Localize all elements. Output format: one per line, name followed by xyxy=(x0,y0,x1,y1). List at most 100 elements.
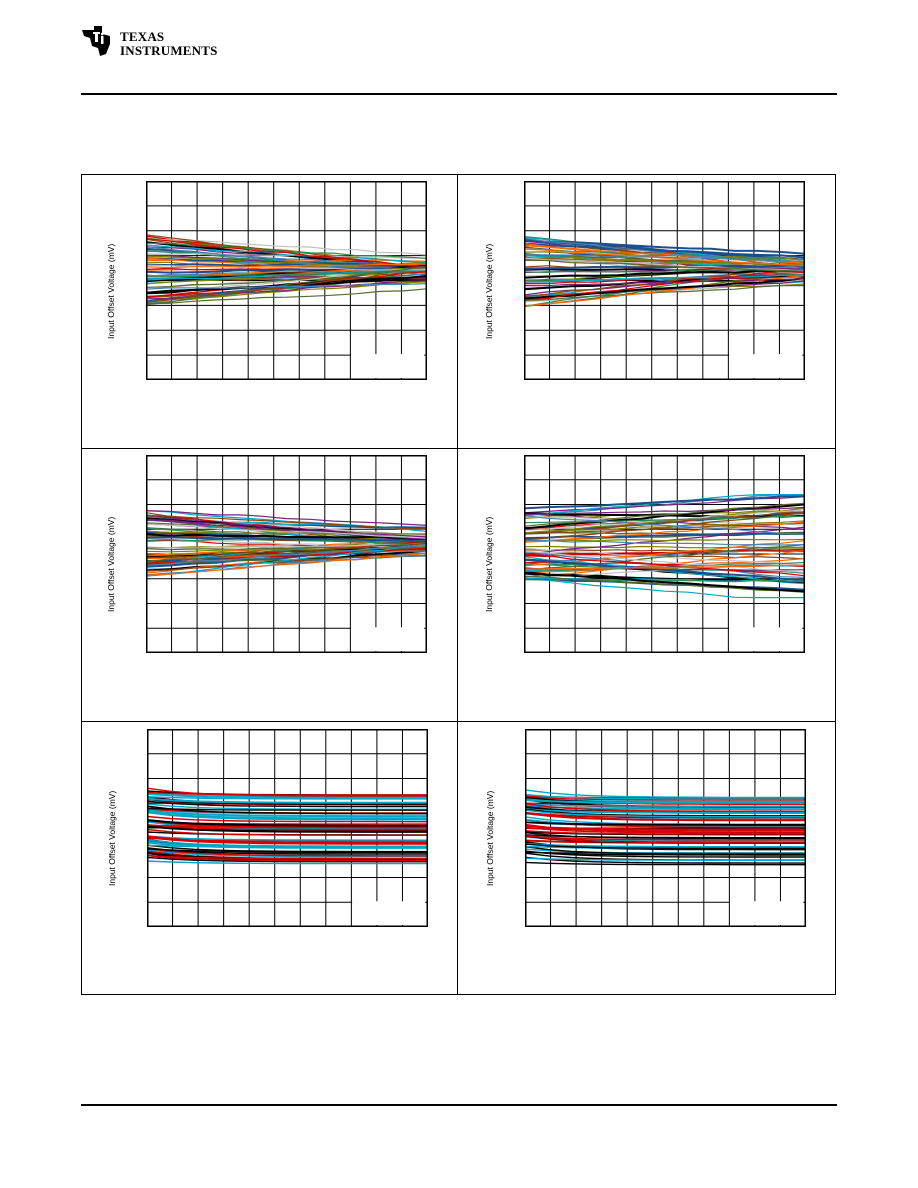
chart-3-plot xyxy=(145,455,428,653)
chart-4-series xyxy=(523,494,806,599)
chart-5-plot xyxy=(146,729,429,927)
ti-logo: Texas Instruments xyxy=(80,24,230,62)
chart-1-series-line xyxy=(145,255,428,271)
chart-5-series-line xyxy=(146,811,428,820)
chart-5-series-line xyxy=(146,805,428,815)
chart-5-series-line xyxy=(146,809,428,818)
chart-5-series-line xyxy=(146,787,428,797)
chart-5-ylabel: Input Offset Voltage (mV) xyxy=(107,790,117,886)
chart-3-ylabel: Input Offset Voltage (mV) xyxy=(106,516,116,612)
chart-5-series-line xyxy=(146,793,428,799)
chart-6-series-line xyxy=(524,825,806,830)
chart-5-series-line xyxy=(146,828,428,836)
footer-rule xyxy=(81,1104,837,1106)
chart-5-series-line xyxy=(146,856,428,863)
chart-3-series-line xyxy=(145,543,428,550)
chart-1-series-line xyxy=(145,283,428,290)
chart-4-series-line xyxy=(523,514,806,535)
chart-4-series-line xyxy=(523,506,806,515)
chart-4-series-line xyxy=(523,558,806,581)
chart-5-series-line xyxy=(146,860,428,865)
chart-2-ylabel: Input Offset Voltage (mV) xyxy=(484,243,494,339)
chart-2-plot xyxy=(523,181,806,380)
chart-5-series-line xyxy=(146,797,428,804)
chart-5-series-line xyxy=(146,819,428,827)
figure-grid-row-divider-2 xyxy=(81,721,836,722)
chart-3-series-line xyxy=(145,523,428,539)
chart-3-series-line xyxy=(145,518,428,538)
chart-3-series-line xyxy=(145,544,428,566)
chart-4-frame xyxy=(524,455,805,653)
chart-2-series-line xyxy=(523,264,806,270)
ti-wordmark: Texas Instruments xyxy=(120,30,218,58)
chart-4-series-line xyxy=(523,539,806,546)
chart-6-ylabel: Input Offset Voltage (mV) xyxy=(485,790,495,886)
chart-4-series-line xyxy=(523,575,806,593)
chart-5-series-line xyxy=(146,839,428,847)
chart-2-series-line xyxy=(523,284,806,302)
chart-6-series-line xyxy=(524,809,806,818)
chart-6-series-line xyxy=(524,850,806,858)
chart-5-series xyxy=(146,787,429,865)
chart-1-series-line xyxy=(145,288,428,305)
chart-6-series-line xyxy=(524,834,806,844)
chart-5-series-line xyxy=(146,848,428,853)
chart-4-ylabel: Input Offset Voltage (mV) xyxy=(484,516,494,612)
brand-line-2: Instruments xyxy=(120,43,218,58)
chart-4-series-line xyxy=(523,554,806,577)
chart-1-series-line xyxy=(145,263,428,269)
chart-2-frame xyxy=(524,181,805,380)
chart-5-series-line xyxy=(146,807,428,811)
chart-5-series-line xyxy=(146,811,428,821)
chart-2-series-line xyxy=(523,239,806,255)
chart-3-legend-box xyxy=(351,627,425,652)
chart-2-series xyxy=(523,236,806,308)
chart-5-series-line xyxy=(146,798,428,805)
chart-4-series-line xyxy=(523,571,806,593)
chart-1-series-line xyxy=(145,265,428,274)
chart-3-series-line xyxy=(145,510,428,526)
chart-6-series-line xyxy=(524,799,806,804)
chart-6-series-line xyxy=(524,857,806,861)
chart-6-series-line xyxy=(524,843,806,850)
figure-grid-vertical-divider xyxy=(457,174,458,995)
chart-6-series-line xyxy=(524,796,806,801)
chart-6-series-line xyxy=(524,793,806,800)
chart-1-ylabel: Input Offset Voltage (mV) xyxy=(106,243,116,339)
chart-1-frame xyxy=(146,181,427,380)
chart-3-series-line xyxy=(145,527,428,547)
chart-2-series-line xyxy=(523,268,806,279)
chart-1-series-line xyxy=(145,266,428,306)
chart-4-series-line xyxy=(523,564,806,570)
chart-4-series-line xyxy=(523,522,806,534)
chart-4-series-line xyxy=(523,507,806,535)
chart-4-series-line xyxy=(523,550,806,573)
chart-5-legend-box xyxy=(352,901,426,926)
chart-2-series-line xyxy=(523,274,806,283)
chart-6-frame xyxy=(525,729,806,927)
chart-4-series-line xyxy=(523,549,806,553)
chart-4-series-line xyxy=(523,520,806,534)
chart-6-series-line xyxy=(524,851,806,856)
chart-4-series-line xyxy=(523,521,806,543)
chart-5-series-line xyxy=(146,825,428,833)
chart-3-series-line xyxy=(145,536,428,543)
chart-4-series-line xyxy=(523,577,805,599)
figure-grid xyxy=(81,174,836,995)
chart-6-series-line xyxy=(524,811,806,822)
chart-3-series-line xyxy=(145,552,428,576)
brand-line-1: Texas xyxy=(120,29,165,44)
chart-6-series-line xyxy=(524,821,806,826)
chart-2-series-line xyxy=(524,257,806,266)
chart-6-series-line xyxy=(524,826,806,834)
chart-5-series-line xyxy=(146,800,428,808)
chart-5-series-line xyxy=(146,791,428,796)
chart-4-plot xyxy=(523,455,806,653)
chart-1-series-line xyxy=(145,245,428,277)
chart-1-legend-box xyxy=(351,354,425,379)
ti-logo-icon xyxy=(82,26,110,56)
chart-5-series-line xyxy=(146,835,428,844)
chart-6-series-line xyxy=(524,856,806,864)
chart-1-plot xyxy=(145,181,428,380)
chart-1-series-line xyxy=(145,238,428,269)
